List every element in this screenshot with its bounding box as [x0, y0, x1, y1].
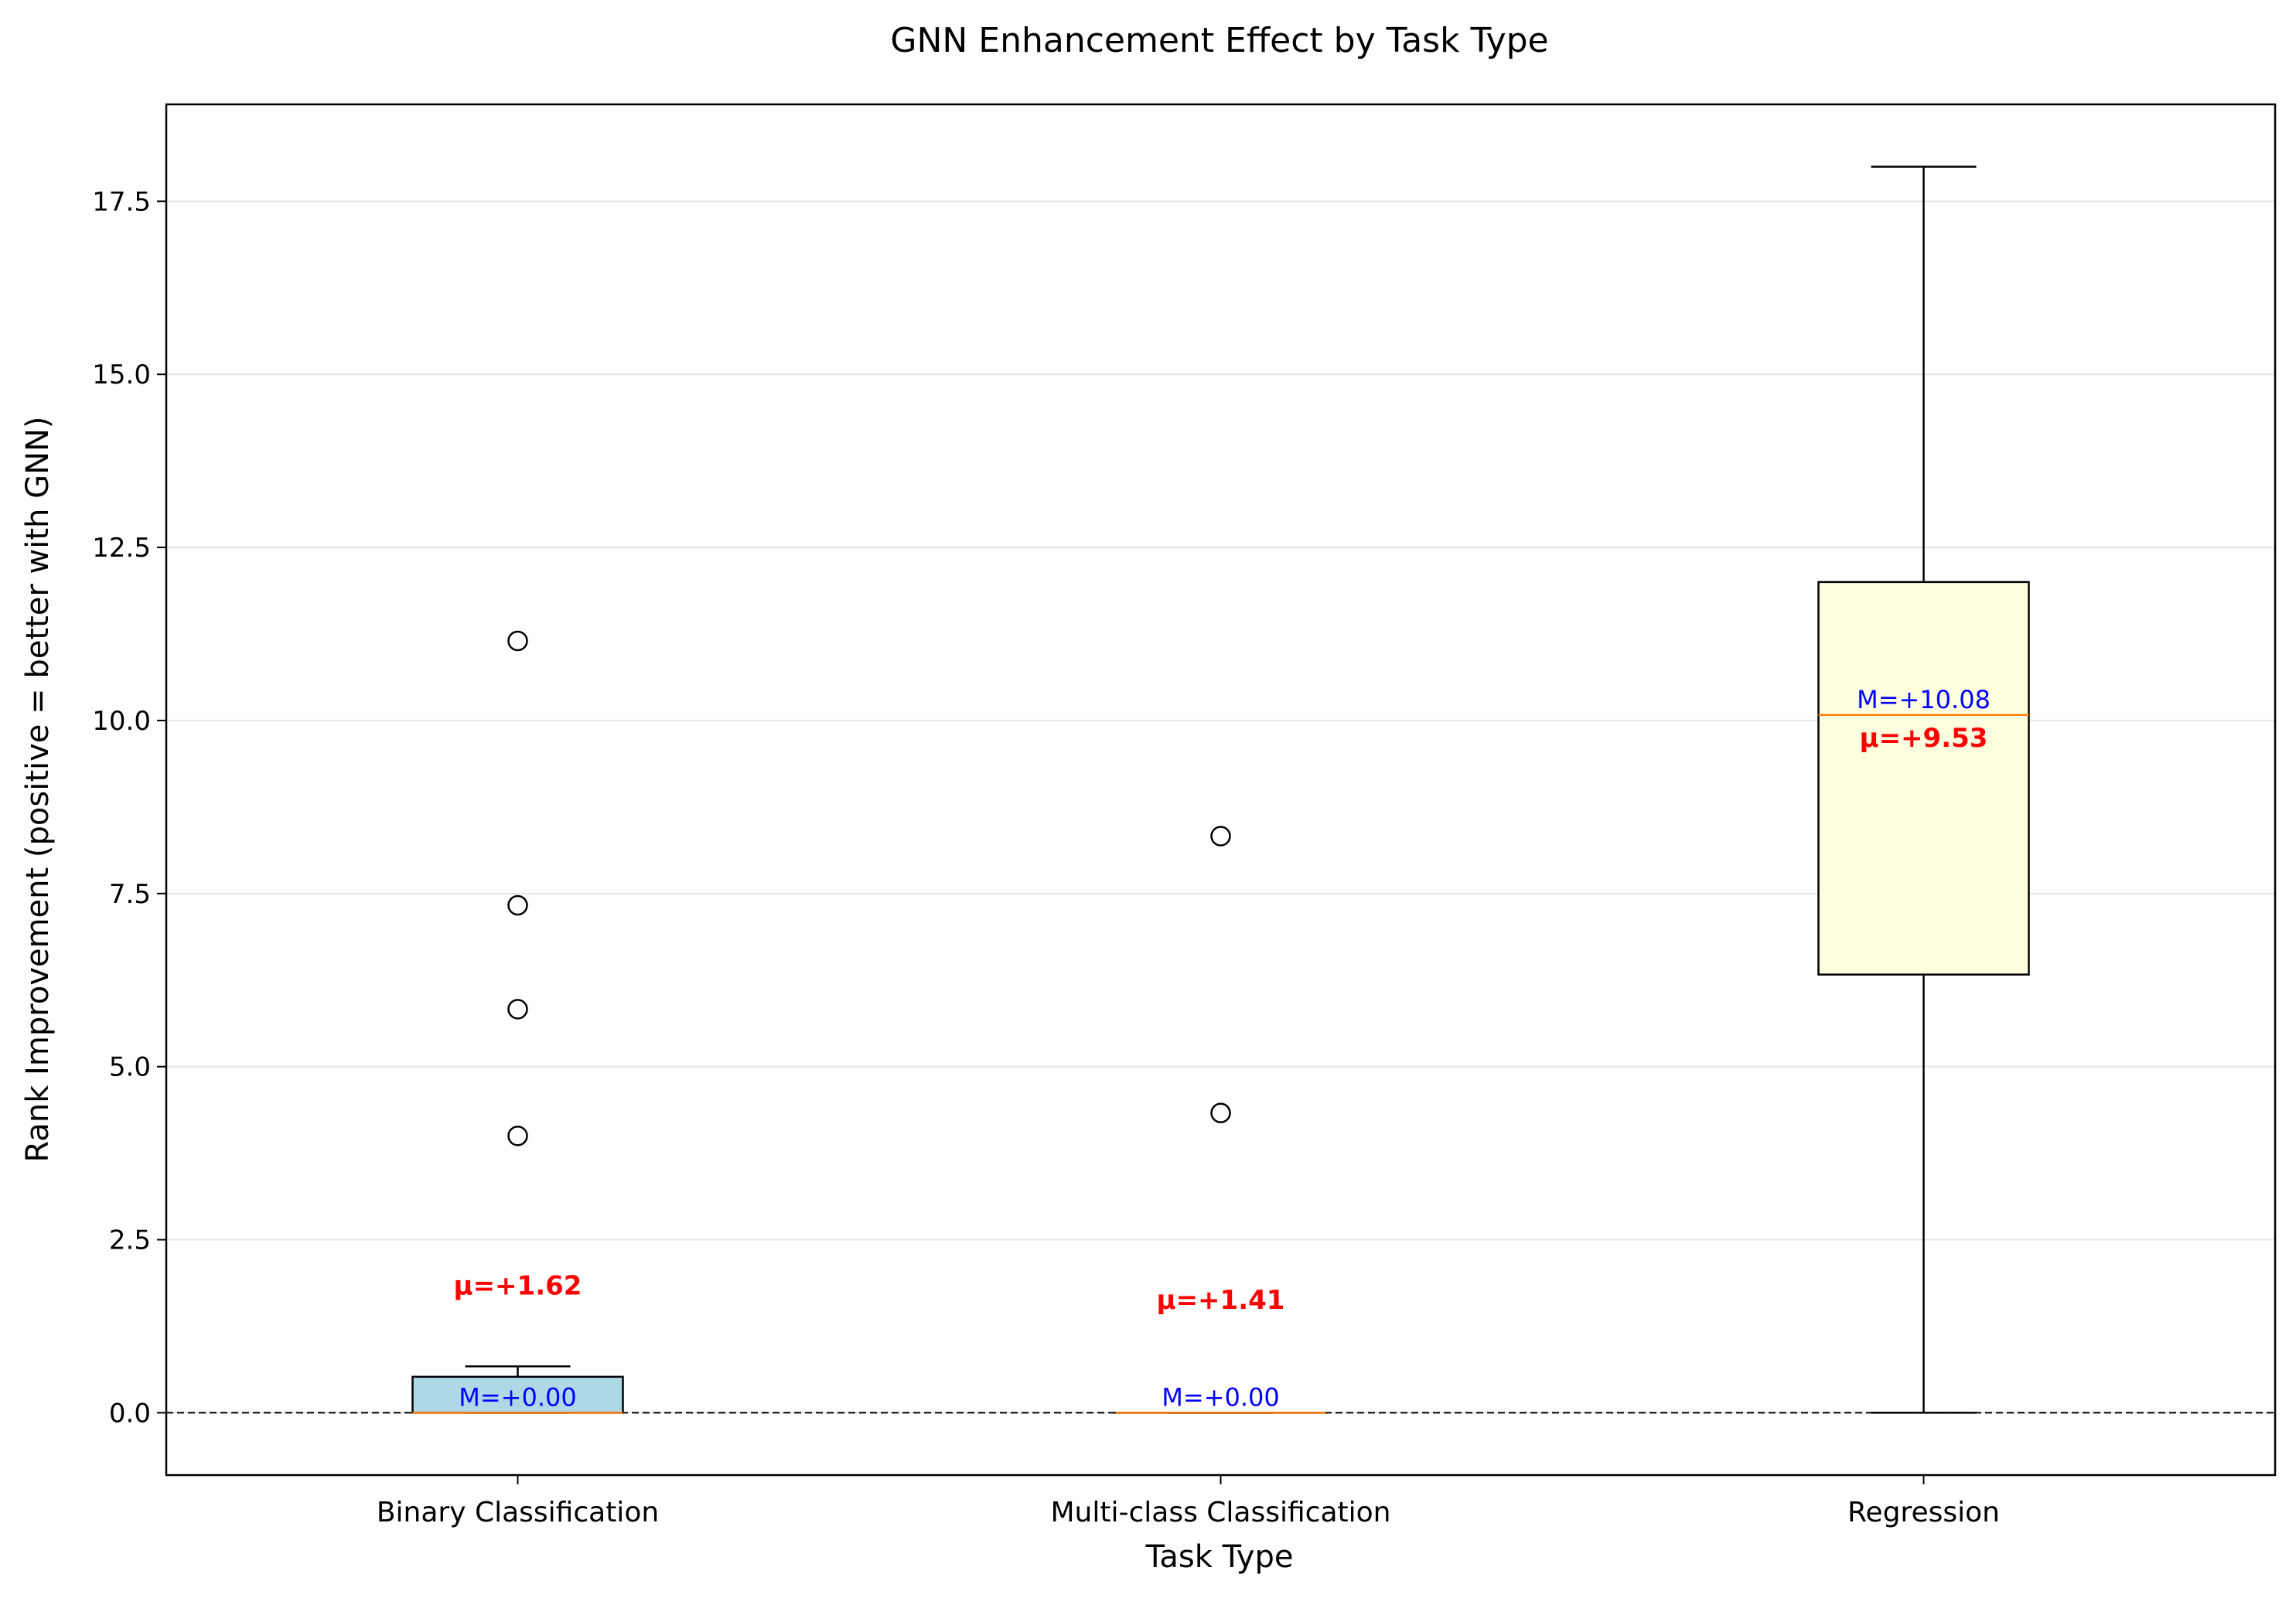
median-label: M=+10.08	[1857, 685, 1991, 714]
outlier-point	[507, 630, 528, 652]
x-tick-label: Binary Classification	[377, 1497, 659, 1528]
y-axis-label: Rank Improvement (positive = better with…	[20, 416, 56, 1162]
y-tick-label: 17.5	[92, 186, 151, 217]
box-body	[411, 1375, 624, 1414]
y-tick-label: 12.5	[92, 533, 151, 564]
chart-title: GNN Enhancement Effect by Task Type	[890, 21, 1548, 60]
outlier-point	[1210, 826, 1231, 847]
x-tick-label: Multi-class Classification	[1051, 1497, 1391, 1528]
x-axis-label: Task Type	[1145, 1539, 1294, 1575]
box-body	[1817, 581, 2030, 976]
outlier-point	[507, 999, 528, 1020]
median-label: M=+0.00	[1162, 1382, 1279, 1412]
y-tick-label: 15.0	[92, 359, 151, 390]
y-tick-label: 7.5	[109, 879, 151, 910]
y-tick-label: 10.0	[92, 706, 151, 737]
box-group: μ=+1.41 M=+0.00	[1114, 826, 1327, 1414]
y-tick-label: 0.0	[109, 1398, 151, 1429]
mean-label: μ=+1.62	[454, 1270, 582, 1301]
y-tick-label: 5.0	[109, 1052, 151, 1083]
outlier-point	[1210, 1102, 1231, 1123]
x-tick-label: Regression	[1847, 1497, 2000, 1528]
y-tick-label: 2.5	[109, 1225, 151, 1256]
box-group: μ=+9.53 M=+10.08	[1817, 165, 2030, 1414]
y-axis: 0.0 2.5 5.0 7.5 10.0 12.5 15.0 17.5	[92, 186, 166, 1429]
mean-label: μ=+1.41	[1157, 1285, 1285, 1316]
mean-label: μ=+9.53	[1860, 723, 1988, 754]
grid-lines	[166, 200, 2275, 1414]
median-label: M=+0.00	[459, 1382, 576, 1412]
box-group: μ=+1.62 M=+0.00	[411, 630, 624, 1414]
outlier-point	[507, 1125, 528, 1147]
x-axis: Binary Classification Multi-class Classif…	[377, 1475, 2000, 1528]
outlier-point	[507, 894, 528, 916]
plot-area: μ=+1.62 M=+0.00 μ=+1.41 M=+0.00 μ=+9.53 M=+10…	[166, 165, 2275, 1414]
